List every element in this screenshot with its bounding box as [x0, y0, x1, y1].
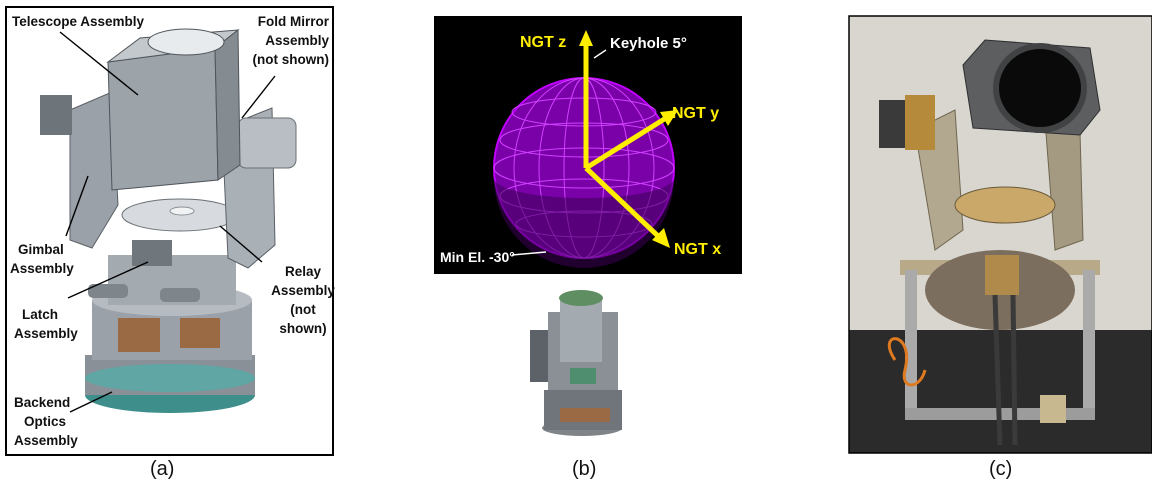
label-min-el: Min El. -30° [440, 249, 515, 265]
panel-c: (c) [845, 0, 1152, 486]
label-relay-1: Relay [285, 264, 322, 279]
label-gimbal-2: Assembly [10, 261, 74, 276]
mirror-mount [954, 186, 1056, 224]
label-ngt-x: NGT x [674, 241, 721, 258]
label-ngt-y: NGT y [672, 105, 719, 122]
caption-c: (c) [989, 458, 1013, 480]
frame-post-left [905, 270, 917, 420]
latch-cylinder-right [160, 288, 200, 302]
caption-b: (b) [572, 458, 597, 480]
left-motor [40, 95, 72, 135]
field-of-regard-diagram: NGT z NGT y NGT x Keyhole 5° Min El. -30… [434, 16, 742, 436]
connector-plate-left [118, 318, 160, 352]
ngt-axes [583, 44, 668, 238]
label-gimbal-1: Gimbal [18, 242, 64, 257]
label-latch-2: Assembly [14, 326, 78, 341]
telescope-aperture [993, 43, 1087, 133]
gimbal-yoke-left [69, 91, 119, 249]
label-relay-2: Assembly [271, 283, 335, 298]
keyhole-leader [593, 49, 607, 59]
latch-cylinder-left [88, 284, 128, 298]
latch-block [132, 240, 172, 266]
cable-1 [992, 294, 1003, 446]
label-ngt-z: NGT z [520, 34, 566, 51]
cable-2 [1010, 294, 1018, 446]
panel-a: Telescope Assembly Fold Mirror Assembly … [0, 0, 340, 486]
connector-plate-right [180, 318, 220, 348]
right-drum [237, 117, 297, 169]
leader-lines [59, 31, 276, 413]
small-connector [1040, 395, 1066, 423]
caption-a: (a) [150, 458, 175, 480]
connector-block [985, 255, 1019, 295]
y-arrowhead [660, 110, 678, 126]
label-relay-4: shown) [279, 321, 326, 336]
label-keyhole: Keyhole 5° [610, 35, 687, 52]
x-arrowhead [652, 228, 670, 248]
label-fold-mirror-1: Fold Mirror [258, 14, 330, 29]
label-relay-3: (not [290, 302, 316, 317]
telescope-box-side [214, 28, 241, 181]
hardware-photo [848, 15, 1152, 454]
label-backend-2: Optics [24, 414, 66, 429]
mirror-center [169, 206, 195, 216]
min-el-leader [511, 251, 547, 256]
orange-cable [887, 337, 927, 387]
label-fold-mirror-3: (not shown) [253, 52, 329, 67]
panel-b: NGT z NGT y NGT x Keyhole 5° Min El. -30… [420, 0, 750, 486]
telescope-aperture [147, 28, 225, 56]
label-backend-1: Backend [14, 395, 70, 410]
brass-encoder [905, 95, 935, 150]
label-backend-3: Assembly [14, 433, 78, 448]
photo-border [848, 15, 1152, 454]
label-latch-1: Latch [22, 307, 58, 322]
frame-post-right [1083, 270, 1095, 420]
gimbal-cad-drawing: Telescope Assembly Fold Mirror Assembly … [5, 6, 335, 456]
telescope-box [107, 47, 219, 191]
backend-teal-band [85, 364, 255, 392]
gimbal-cad-thumbnail [530, 290, 622, 436]
z-arrowhead [579, 30, 593, 46]
label-fold-mirror-2: Assembly [265, 33, 329, 48]
label-telescope-assembly: Telescope Assembly [12, 14, 145, 29]
